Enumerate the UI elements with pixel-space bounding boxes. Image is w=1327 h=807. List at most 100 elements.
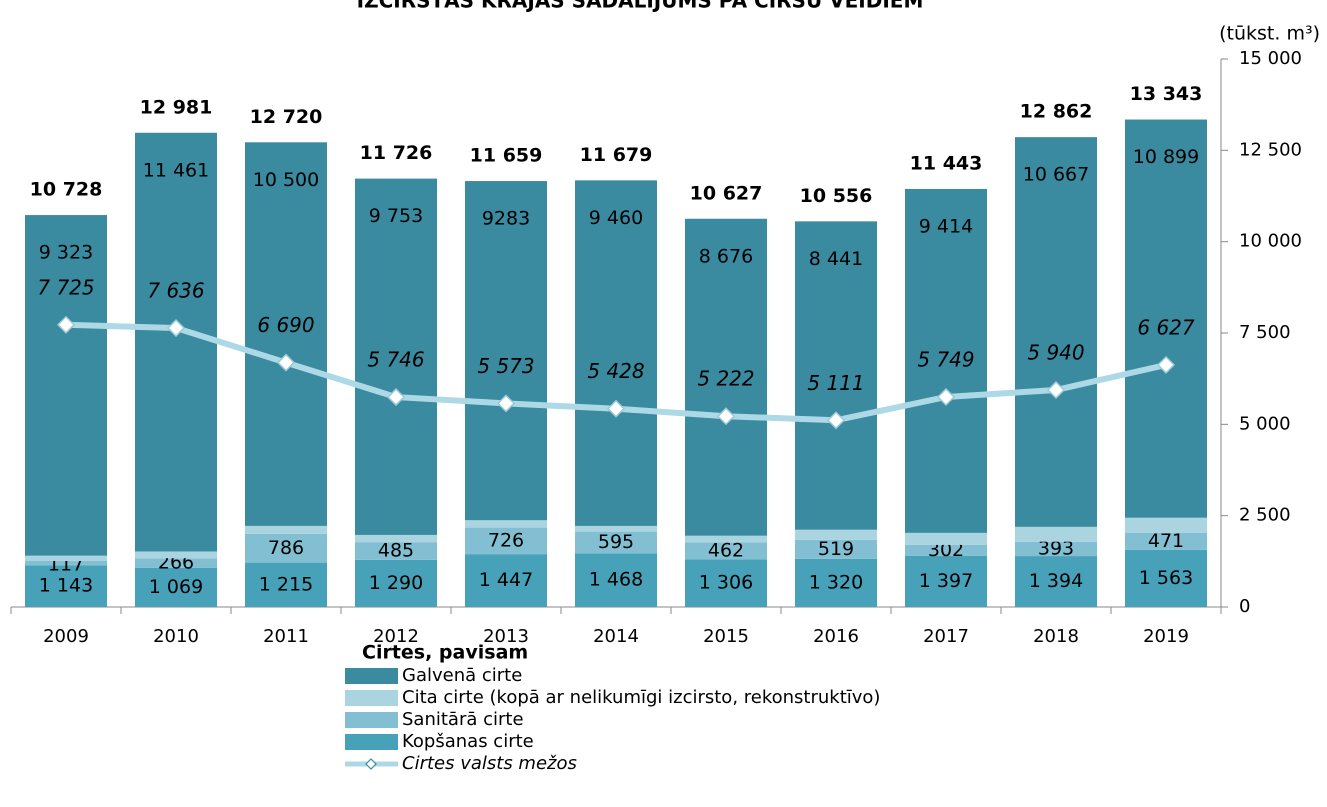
value-label: 11 461 <box>143 159 209 181</box>
bar-segment <box>1015 541 1097 557</box>
bar-segment <box>905 544 987 556</box>
bar-segment <box>245 533 327 563</box>
value-label: 1 143 <box>39 575 93 597</box>
legend-swatch <box>345 690 398 706</box>
line-label: 5 749 <box>917 347 974 371</box>
legend-title: Cirtes, pavisam <box>362 642 528 664</box>
bar-segment <box>575 531 657 554</box>
bar-segment <box>685 535 767 543</box>
line-marker <box>1046 380 1066 400</box>
value-label: 8 676 <box>699 245 753 267</box>
bar-segment <box>905 532 987 545</box>
line-marker <box>56 315 76 334</box>
y-tick-label: 15 000 <box>1239 48 1302 69</box>
line-marker <box>936 387 956 407</box>
bar-segment <box>245 142 327 526</box>
legend-marker <box>365 758 377 770</box>
bar-segment <box>465 520 547 528</box>
bar-segment <box>795 539 877 559</box>
total-label: 13 343 <box>1130 83 1203 105</box>
line-marker <box>826 411 846 430</box>
bar-segment <box>135 551 217 559</box>
value-label: 10 899 <box>1133 146 1199 168</box>
bar-segment <box>25 555 107 561</box>
total-label: 11 679 <box>580 144 653 166</box>
legend-swatch <box>345 668 398 684</box>
bar-segment <box>795 221 877 530</box>
legend-label: Galvenā cirte <box>402 665 522 686</box>
total-label: 11 443 <box>910 152 983 174</box>
total-label: 11 726 <box>360 142 433 164</box>
line-label: 5 940 <box>1027 340 1084 364</box>
value-label: 726 <box>488 529 524 551</box>
x-tick-label: 2016 <box>813 626 859 647</box>
bar-segment <box>465 554 547 607</box>
y-tick-label: 7 500 <box>1239 322 1291 343</box>
total-label: 12 862 <box>1020 101 1093 123</box>
value-label: 1 563 <box>1139 567 1193 589</box>
line-label: 5 746 <box>367 348 424 372</box>
bar-segment <box>575 553 657 607</box>
value-label: 9 323 <box>39 242 93 264</box>
x-tick-label: 2012 <box>373 626 419 647</box>
bar-segment <box>905 555 987 607</box>
legend-swatch <box>345 734 398 750</box>
y-tick-label: 5 000 <box>1239 413 1291 434</box>
line-marker <box>606 399 626 418</box>
y-tick-label: 10 000 <box>1239 231 1302 252</box>
x-tick-label: 2009 <box>43 626 89 647</box>
value-label: 1 394 <box>1029 570 1083 592</box>
value-label: 10 500 <box>253 169 319 191</box>
line-marker <box>276 353 296 372</box>
bar-segment <box>795 529 877 540</box>
line-marker <box>166 318 186 338</box>
total-label: 10 728 <box>30 179 103 201</box>
bar-segment <box>1125 119 1207 518</box>
line-marker <box>496 394 516 413</box>
x-tick-label: 2013 <box>483 626 529 647</box>
line-marker <box>386 388 406 407</box>
value-label: 1 215 <box>259 573 313 595</box>
bar-segment <box>1015 526 1097 542</box>
x-tick-label: 2011 <box>263 626 309 647</box>
bar-segment <box>465 527 547 555</box>
bar-segment <box>355 559 437 607</box>
value-label: 9 753 <box>369 205 423 227</box>
total-label: 10 627 <box>690 182 763 204</box>
value-label: 595 <box>598 531 634 553</box>
legend-label: Kopšanas cirte <box>402 731 534 752</box>
bar-segment <box>1015 556 1097 607</box>
bar-segment <box>685 218 767 536</box>
chart-title: IZCIRSTĀS KRĀJAS SADALĪJUMS PA CIRŠU VEI… <box>357 0 924 13</box>
bar-segment <box>355 534 437 543</box>
line-label: 5 573 <box>477 354 534 378</box>
bar-segment <box>1125 532 1207 550</box>
value-label: 10 667 <box>1023 164 1089 186</box>
x-tick-label: 2015 <box>703 626 749 647</box>
line-label: 5 222 <box>697 367 754 391</box>
value-label: 9 414 <box>919 215 973 237</box>
value-label: 393 <box>1038 537 1074 559</box>
value-label: 8 441 <box>809 248 863 270</box>
value-label: 1 468 <box>589 569 643 591</box>
bar-segment <box>135 132 217 552</box>
line-label: 7 636 <box>147 279 204 303</box>
legend-label: Sanitārā cirte <box>402 709 524 730</box>
value-label: 786 <box>268 537 304 559</box>
x-tick-label: 2018 <box>1033 626 1079 647</box>
bar-segment <box>795 558 877 607</box>
bar-segment <box>25 215 107 556</box>
x-tick-label: 2014 <box>593 626 639 647</box>
unit-label: (tūkst. m³) <box>1219 23 1320 45</box>
value-label: 9 460 <box>589 207 643 229</box>
total-label: 12 981 <box>140 96 213 118</box>
bar-segment <box>685 542 767 560</box>
bar-segment <box>465 181 547 521</box>
bar-segment <box>135 558 217 568</box>
bar-segment <box>905 188 987 533</box>
bar-segment <box>575 525 657 532</box>
bar-segment <box>685 559 767 607</box>
bar-segment <box>25 565 107 607</box>
bar-segment <box>245 525 327 534</box>
line-marker <box>716 407 736 426</box>
